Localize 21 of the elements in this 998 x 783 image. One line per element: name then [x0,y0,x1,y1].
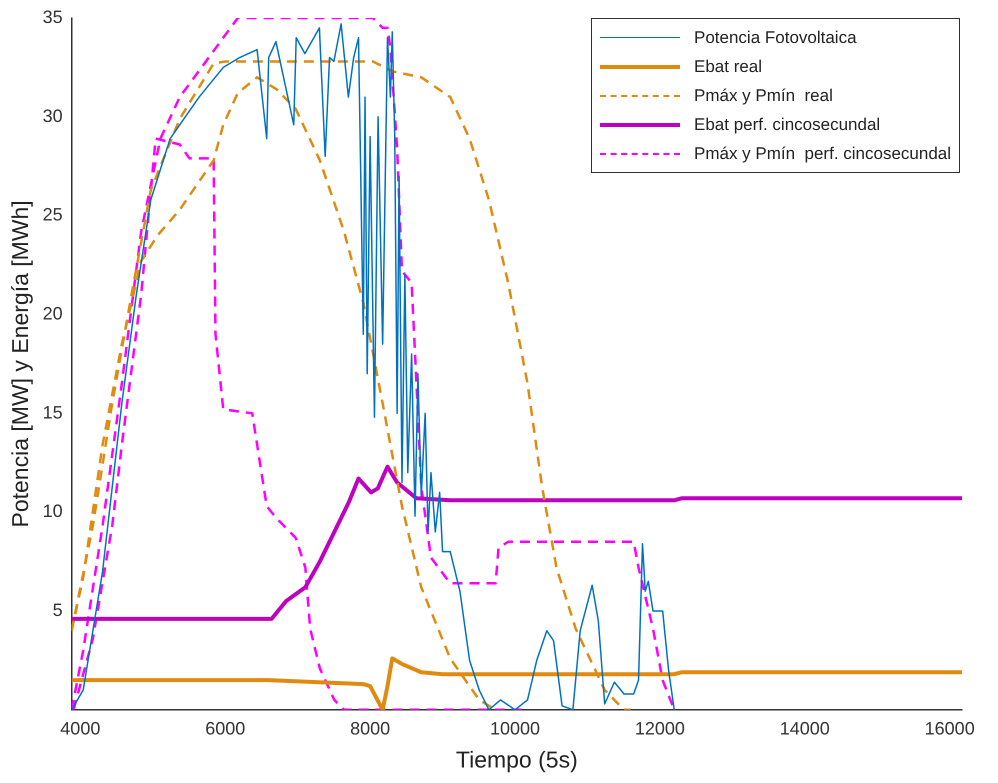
y-axis-title: Potencia [MW] y Energía [MWh] [7,200,34,528]
y-tick-label: 25 [42,204,63,225]
x-tick-label: 4000 [60,718,100,739]
y-tick-label: 10 [42,501,63,522]
y-tick-label: 20 [42,303,63,324]
legend-label: Pmáx y Pmín real [694,86,833,106]
legend-label: Ebat perf. cincosecundal [694,114,880,134]
legend-label: Potencia Fotovoltaica [694,28,857,48]
x-tick-label: 8000 [350,718,390,739]
x-tick-label: 10000 [490,718,540,739]
x-tick-label: 6000 [205,718,246,739]
y-tick-label: 5 [52,600,63,620]
x-tick-label: 12000 [634,718,685,739]
x-tick-label: 14000 [780,718,830,739]
y-tick-label: 35 [42,6,63,27]
y-tick-label: 30 [42,106,63,126]
x-tick-label: 16000 [924,718,975,739]
y-tick-label: 15 [42,402,63,422]
legend-label: Pmáx y Pmín perf. cincosecundal [694,144,952,164]
legend-label: Ebat real [694,56,762,76]
x-axis-title: Tiempo (5s) [456,746,578,773]
